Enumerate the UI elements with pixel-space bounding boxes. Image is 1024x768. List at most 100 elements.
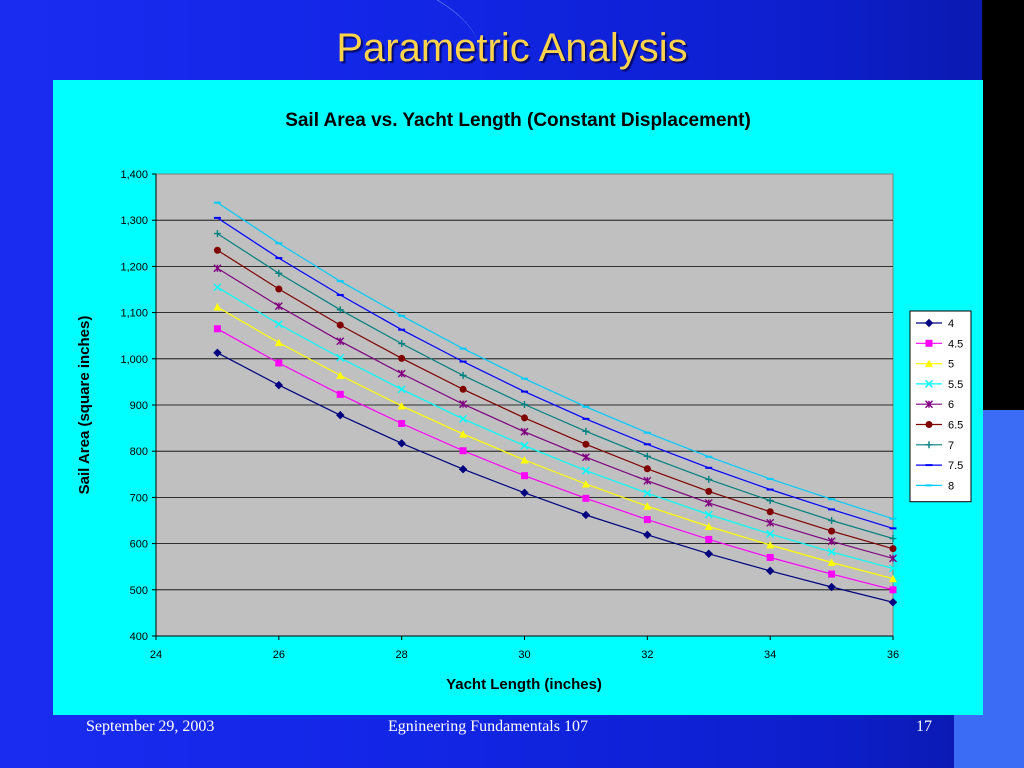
y-tick-label: 1,300 (120, 215, 148, 227)
data-point (643, 516, 651, 524)
x-tick-label: 36 (887, 649, 899, 661)
data-point (336, 337, 345, 346)
y-tick-label: 400 (130, 631, 148, 643)
legend-marker (924, 318, 934, 328)
legend-item: 4.5 (916, 338, 963, 350)
legend-label: 5 (948, 359, 954, 371)
data-point (705, 535, 713, 543)
legend-label: 7.5 (948, 460, 963, 472)
data-point (889, 545, 897, 553)
data-point (274, 302, 283, 311)
data-point (397, 439, 406, 448)
series-line (217, 328, 894, 591)
legend-marker (925, 379, 933, 388)
legend-item: 4 (916, 318, 954, 330)
data-point (704, 549, 713, 558)
data-point (213, 303, 222, 311)
data-point (336, 353, 345, 362)
legend-item: 6 (916, 399, 954, 411)
data-point (521, 414, 528, 422)
chart-panel: Sail Area vs. Yacht Length (Constant Dis… (53, 80, 983, 715)
data-point (581, 510, 591, 520)
data-point (765, 566, 775, 576)
data-point (766, 508, 774, 516)
series-line (217, 286, 894, 570)
data-point (581, 466, 590, 475)
data-point (643, 502, 652, 510)
series-7 (213, 230, 897, 543)
data-point (705, 487, 713, 495)
data-point (398, 340, 406, 348)
data-point (459, 400, 468, 409)
data-point (459, 371, 467, 379)
data-point (828, 570, 836, 578)
series-line (217, 306, 894, 580)
x-tick-label: 26 (273, 649, 285, 661)
data-point (827, 582, 836, 592)
legend-item: 7.5 (916, 460, 963, 472)
legend-label: 7 (948, 440, 954, 452)
series-line (217, 233, 894, 540)
data-point (336, 410, 345, 420)
y-tick-label: 1,100 (120, 308, 148, 320)
data-point (274, 380, 284, 390)
data-point (889, 554, 897, 563)
data-point (889, 586, 897, 594)
data-point (397, 401, 406, 410)
data-point (766, 553, 774, 561)
series-line (217, 249, 894, 550)
data-point (828, 527, 836, 535)
x-tick-label: 30 (518, 649, 530, 661)
plot-area: 400 500 600 700 800 900 1,000 1,100 1,200 1,300 1,… (120, 169, 899, 661)
data-point (888, 598, 898, 607)
data-point (581, 453, 590, 462)
data-point (766, 529, 775, 538)
y-tick-label: 1,200 (120, 261, 148, 273)
legend-label: 4.5 (948, 338, 963, 350)
data-point (643, 489, 652, 498)
data-point (397, 369, 406, 378)
legend-marker (925, 441, 933, 449)
data-point (213, 230, 221, 238)
data-point (705, 475, 713, 483)
series-6-5 (213, 246, 897, 553)
data-point (275, 269, 283, 277)
legend-item: 5 (916, 359, 954, 371)
data-point (458, 465, 468, 474)
legend-label: 6 (948, 399, 954, 411)
x-tick-label: 24 (150, 649, 162, 661)
data-point (336, 371, 345, 379)
series-line (217, 202, 894, 520)
data-point (459, 430, 468, 438)
data-point (213, 264, 222, 273)
slide-title: Parametric Analysis (336, 26, 688, 70)
legend-marker (925, 421, 933, 428)
data-point (398, 354, 406, 362)
data-point (704, 498, 713, 507)
data-point (213, 246, 221, 254)
data-point (828, 517, 836, 524)
data-point (889, 564, 897, 573)
series-7-5 (213, 216, 897, 530)
y-tick-label: 600 (130, 539, 148, 551)
data-point (521, 472, 528, 480)
data-point (274, 338, 283, 347)
y-tick-label: 1,000 (120, 354, 148, 366)
data-point (704, 510, 713, 519)
legend-item: 7 (916, 440, 954, 452)
footer-date: September 29, 2003 (86, 718, 215, 735)
chart-svg: Sail Area vs. Yacht Length (Constant Dis… (76, 110, 972, 693)
data-point (766, 518, 775, 527)
series-line (217, 217, 894, 529)
legend-label: 6.5 (948, 420, 963, 432)
data-point (275, 359, 283, 367)
data-point (704, 522, 713, 531)
legend-marker (925, 359, 933, 368)
legend-label: 4 (948, 318, 954, 330)
legend-label: 8 (948, 480, 954, 492)
data-point (521, 401, 528, 409)
legend-item: 8 (916, 480, 954, 492)
legend-label: 5.5 (948, 379, 963, 391)
y-tick-label: 500 (130, 585, 148, 597)
data-point (336, 306, 344, 314)
